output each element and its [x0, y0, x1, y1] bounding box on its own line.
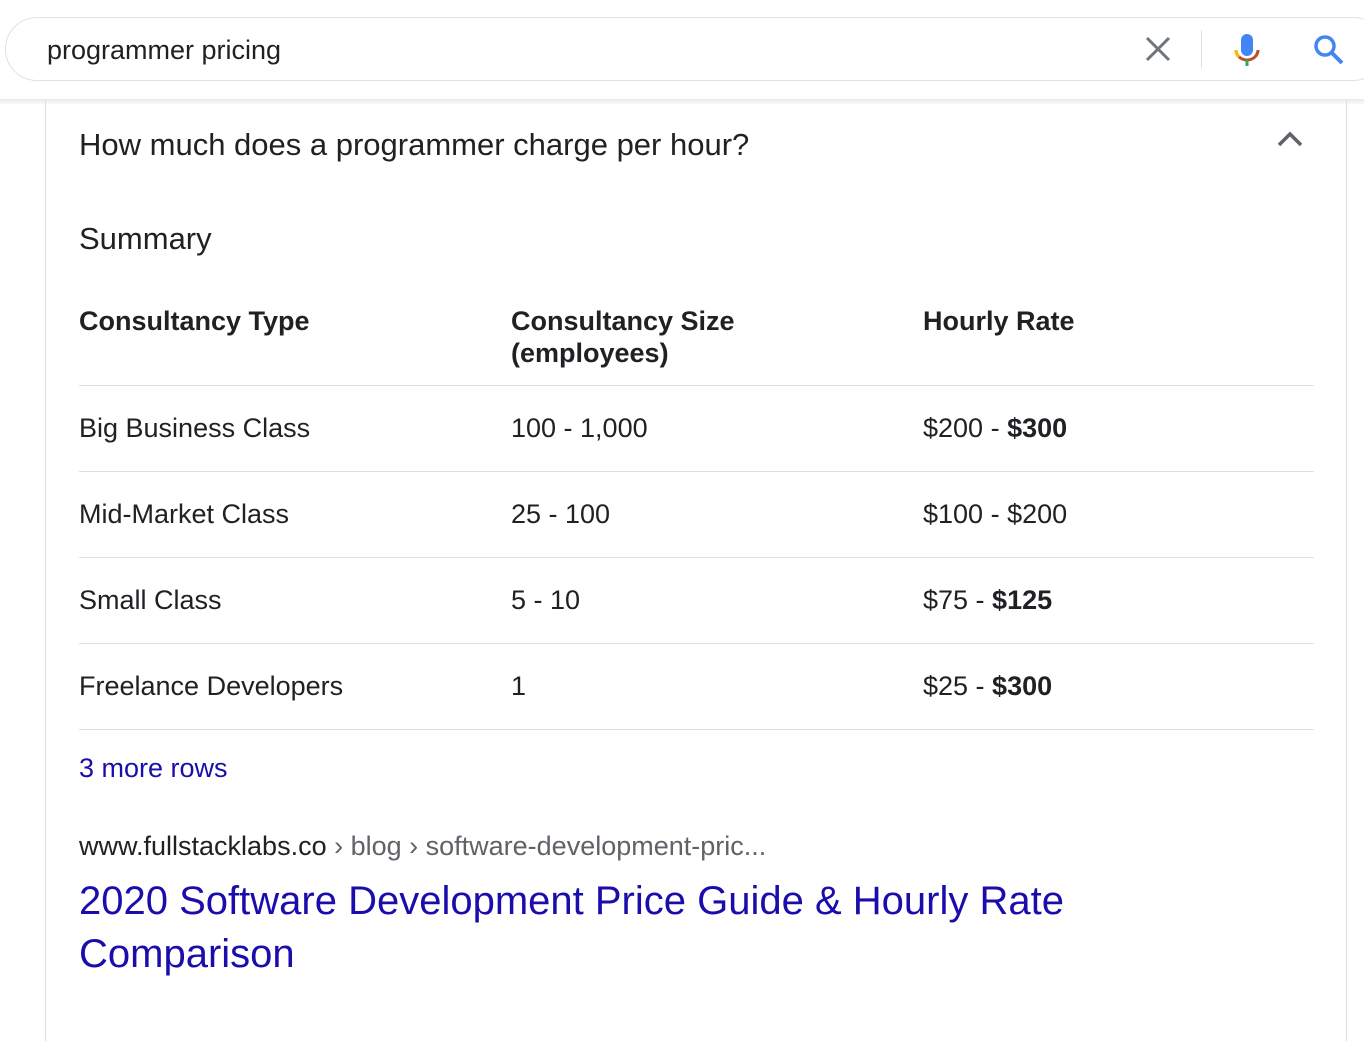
chevron-up-icon[interactable] — [1276, 130, 1304, 150]
rate-low: $200 - — [923, 413, 1008, 443]
featured-snippet-card — [45, 101, 1347, 1041]
column-header: Consultancy Type — [79, 306, 310, 336]
search-icon[interactable] — [1312, 33, 1346, 67]
microphone-icon[interactable] — [1232, 32, 1262, 68]
summary-heading: Summary — [79, 221, 212, 256]
rate-low: $75 - — [923, 585, 993, 615]
size-cell: 25 - 100 — [511, 471, 923, 558]
result-breadcrumb: www.fullstacklabs.co › blog › software-d… — [79, 831, 766, 862]
result-title-link[interactable]: 2020 Software Development Price Guide & … — [79, 879, 1064, 976]
table-row: Small Class 5 - 10 $75 - $125 — [79, 557, 1314, 644]
question-heading[interactable]: How much does a programmer charge per ho… — [79, 127, 750, 162]
column-header: Consultancy Size (employees) — [511, 306, 735, 368]
rate-cell: $200 - $300 — [923, 385, 1314, 472]
rate-low: $100 - — [923, 499, 1008, 529]
table-row: Freelance Developers 1 $25 - $300 — [79, 643, 1314, 730]
rate-cell: $100 - $200 — [923, 471, 1314, 558]
table-row: Big Business Class 100 - 1,000 $200 - $3… — [79, 385, 1314, 472]
more-rows-link[interactable]: 3 more rows — [79, 753, 228, 783]
result-domain: www.fullstacklabs.co — [79, 831, 327, 861]
header-shadow — [0, 99, 1364, 105]
table-header-row: Consultancy Type Consultancy Size (emplo… — [79, 305, 1314, 386]
type-cell: Mid-Market Class — [79, 471, 511, 558]
rate-cell: $25 - $300 — [923, 643, 1314, 730]
type-cell: Freelance Developers — [79, 643, 511, 730]
table-row: Mid-Market Class 25 - 100 $100 - $200 — [79, 471, 1314, 558]
size-cell: 1 — [511, 643, 923, 730]
search-box[interactable]: programmer pricing — [5, 17, 1364, 81]
type-cell: Big Business Class — [79, 385, 511, 472]
rate-cell: $75 - $125 — [923, 557, 1314, 644]
rate-high: $300 — [992, 671, 1053, 701]
rate-low: $25 - — [923, 671, 993, 701]
column-header: Hourly Rate — [923, 306, 1075, 336]
rate-high: $200 — [1007, 499, 1068, 529]
size-cell: 100 - 1,000 — [511, 385, 923, 472]
rate-high: $300 — [1007, 413, 1068, 443]
result-path: › blog › software-development-pric... — [326, 831, 767, 861]
search-input[interactable]: programmer pricing — [47, 35, 282, 65]
pricing-table: Consultancy Type Consultancy Size (emplo… — [79, 305, 1314, 730]
rate-high: $125 — [992, 585, 1053, 615]
size-cell: 5 - 10 — [511, 557, 923, 644]
divider — [1201, 30, 1202, 68]
clear-icon[interactable] — [1144, 35, 1172, 63]
type-cell: Small Class — [79, 557, 511, 644]
